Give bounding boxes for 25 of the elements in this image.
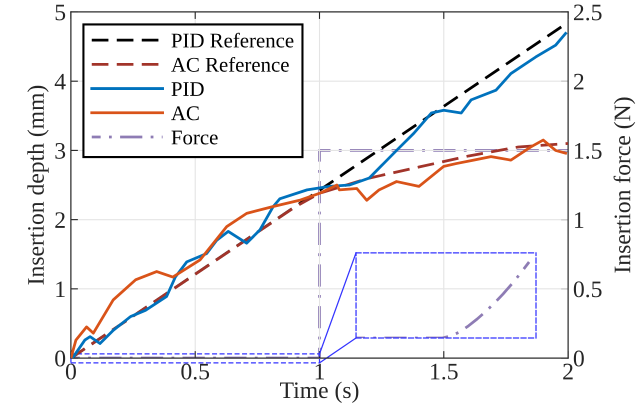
y2-axis-title: Insertion force (N) xyxy=(614,98,636,273)
x-tick-label: 2 xyxy=(563,364,573,380)
y2-tick-label: 2.5 xyxy=(574,4,602,21)
y-tick-label: 2 xyxy=(55,212,65,228)
x-axis-title: Time (s) xyxy=(280,382,358,403)
legend-label: AC Reference xyxy=(171,56,289,72)
y-tick-label: 0 xyxy=(55,350,66,366)
legend-label: Force xyxy=(172,130,218,145)
y-tick-label: 4 xyxy=(54,74,66,90)
y-tick-label: 5 xyxy=(56,4,66,20)
y-tick-label: 3 xyxy=(55,142,66,159)
y-axis-title: Insertion depth (mm) xyxy=(27,86,49,284)
x-tick-label: 0.5 xyxy=(181,364,210,380)
y-tick-label: 1 xyxy=(56,281,65,298)
legend-label: PID Reference xyxy=(172,32,294,48)
x-tick-label: 0 xyxy=(66,364,76,380)
y2-tick-label: 0.5 xyxy=(574,281,602,298)
legend-label: PID xyxy=(172,82,204,96)
y2-tick-label: 1.5 xyxy=(575,143,602,159)
y2-tick-label: 0 xyxy=(574,350,584,366)
y2-tick-label: 1 xyxy=(575,212,584,228)
x-tick-label: 1 xyxy=(316,364,324,380)
legend-label: AC xyxy=(171,106,199,120)
y2-tick-label: 2 xyxy=(574,74,584,90)
x-tick-label: 1.5 xyxy=(431,364,458,380)
